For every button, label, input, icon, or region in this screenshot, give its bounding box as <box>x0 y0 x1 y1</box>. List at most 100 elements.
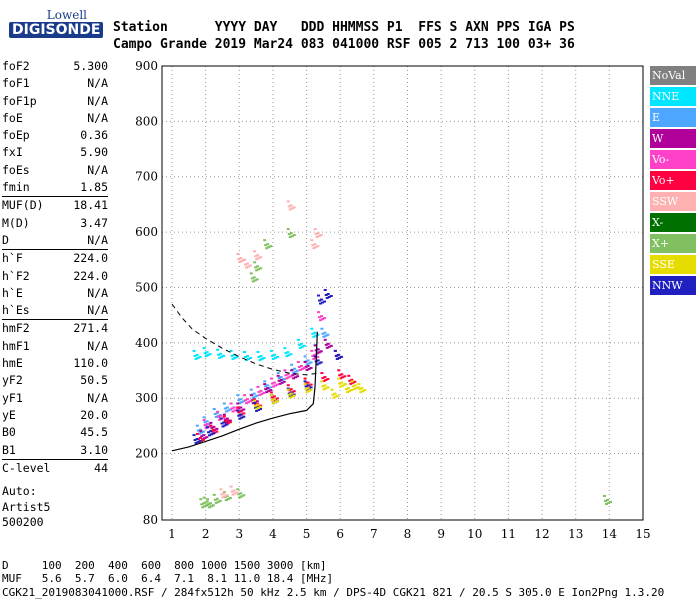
echo-point <box>247 265 251 268</box>
echo-point <box>265 388 269 391</box>
echo-point <box>289 204 293 207</box>
echo-point <box>270 396 274 399</box>
echo-point <box>320 327 324 330</box>
echo-point <box>196 429 200 432</box>
echo-point <box>265 247 269 250</box>
echo-point <box>286 387 290 390</box>
echo-point <box>194 442 198 445</box>
param-row: foEs N/A <box>2 162 108 179</box>
param-row: M(D) 3.47 <box>2 215 108 232</box>
echo-point <box>287 354 291 357</box>
echo-point <box>358 388 362 391</box>
footer-file-info: CGK21_2019083041000.RSF / 284fx512h 50 k… <box>2 586 665 599</box>
echo-point <box>314 360 318 363</box>
echo-point <box>205 500 209 503</box>
echo-point <box>273 401 277 404</box>
echo-point <box>209 424 213 427</box>
echo-point <box>224 410 228 413</box>
echo-point <box>196 437 200 440</box>
echo-point <box>300 367 304 370</box>
echo-point <box>293 367 297 370</box>
echo-point <box>210 429 214 432</box>
echo-point <box>360 387 364 390</box>
echo-point <box>313 243 317 246</box>
echo-point <box>310 239 314 242</box>
echo-point <box>235 491 239 494</box>
echo-point <box>287 233 291 236</box>
echo-point <box>327 296 331 298</box>
legend-item: Vo+ <box>650 171 696 190</box>
digisonde-logo: Lowell DIGISONDE <box>5 8 104 42</box>
echo-point <box>290 394 294 397</box>
echo-point <box>233 409 237 412</box>
echo-point <box>309 366 313 369</box>
param-row: hmE 110.0 <box>2 355 108 372</box>
param-value: N/A <box>87 76 108 91</box>
echo-point <box>239 398 243 401</box>
echo-point <box>318 316 322 319</box>
echo-point <box>320 298 324 301</box>
echo-point <box>270 354 274 357</box>
echo-point <box>264 388 268 391</box>
echo-point <box>339 355 343 358</box>
echo-point <box>239 410 243 413</box>
echo-point <box>225 419 229 422</box>
echo-point <box>211 432 215 435</box>
echo-point <box>324 343 328 346</box>
echo-point <box>309 389 313 392</box>
echo-point <box>343 383 347 386</box>
echo-point <box>222 421 226 424</box>
echo-point <box>195 353 199 356</box>
param-label: yE <box>2 407 16 422</box>
echo-point <box>217 353 221 356</box>
echo-point <box>322 388 326 391</box>
echo-point <box>300 345 304 348</box>
echo-point <box>243 258 247 261</box>
echo-point <box>260 392 264 395</box>
echo-point <box>258 359 262 362</box>
echo-point <box>323 289 327 291</box>
param-value: N/A <box>87 110 108 125</box>
echo-point <box>341 376 345 379</box>
param-row: B0 45.5 <box>2 424 108 441</box>
echo-point <box>255 278 259 281</box>
x-tick-label: 11 <box>501 527 516 541</box>
param-value: N/A <box>87 338 108 353</box>
echo-point <box>290 207 294 210</box>
x-tick-label: 8 <box>404 527 412 541</box>
echo-point <box>273 384 277 387</box>
echo-point <box>219 488 223 491</box>
echo-point <box>339 355 343 358</box>
param-label: fxI <box>2 145 23 160</box>
param-label: h`F <box>2 251 23 266</box>
echo-point <box>240 409 244 412</box>
echo-point <box>336 394 340 397</box>
autoscaling-info: Auto: Artist5 500200 <box>2 484 50 531</box>
echo-point <box>222 492 226 495</box>
echo-point <box>319 234 323 237</box>
echo-point <box>303 383 307 386</box>
echo-point <box>309 386 313 389</box>
echo-point <box>253 279 257 282</box>
echo-point <box>303 377 307 380</box>
echo-point <box>309 361 313 364</box>
echo-point <box>217 415 221 418</box>
param-value: 3.10 <box>80 442 108 457</box>
echo-point <box>202 347 206 350</box>
echo-point <box>313 344 317 347</box>
echo-point <box>254 266 258 269</box>
echo-point <box>226 409 230 412</box>
param-row: yF1 N/A <box>2 390 108 407</box>
echo-point <box>262 357 266 360</box>
echo-point <box>203 424 207 427</box>
echo-point <box>349 389 353 392</box>
legend-item: X+ <box>650 234 696 253</box>
echo-point <box>199 430 203 433</box>
echo-point <box>218 414 222 417</box>
echo-point <box>309 383 313 386</box>
echo-point <box>224 423 228 426</box>
param-value: 44 <box>94 460 108 475</box>
echo-point <box>347 374 351 377</box>
echo-point <box>315 352 319 355</box>
param-row: h`F 224.0 <box>2 250 108 267</box>
